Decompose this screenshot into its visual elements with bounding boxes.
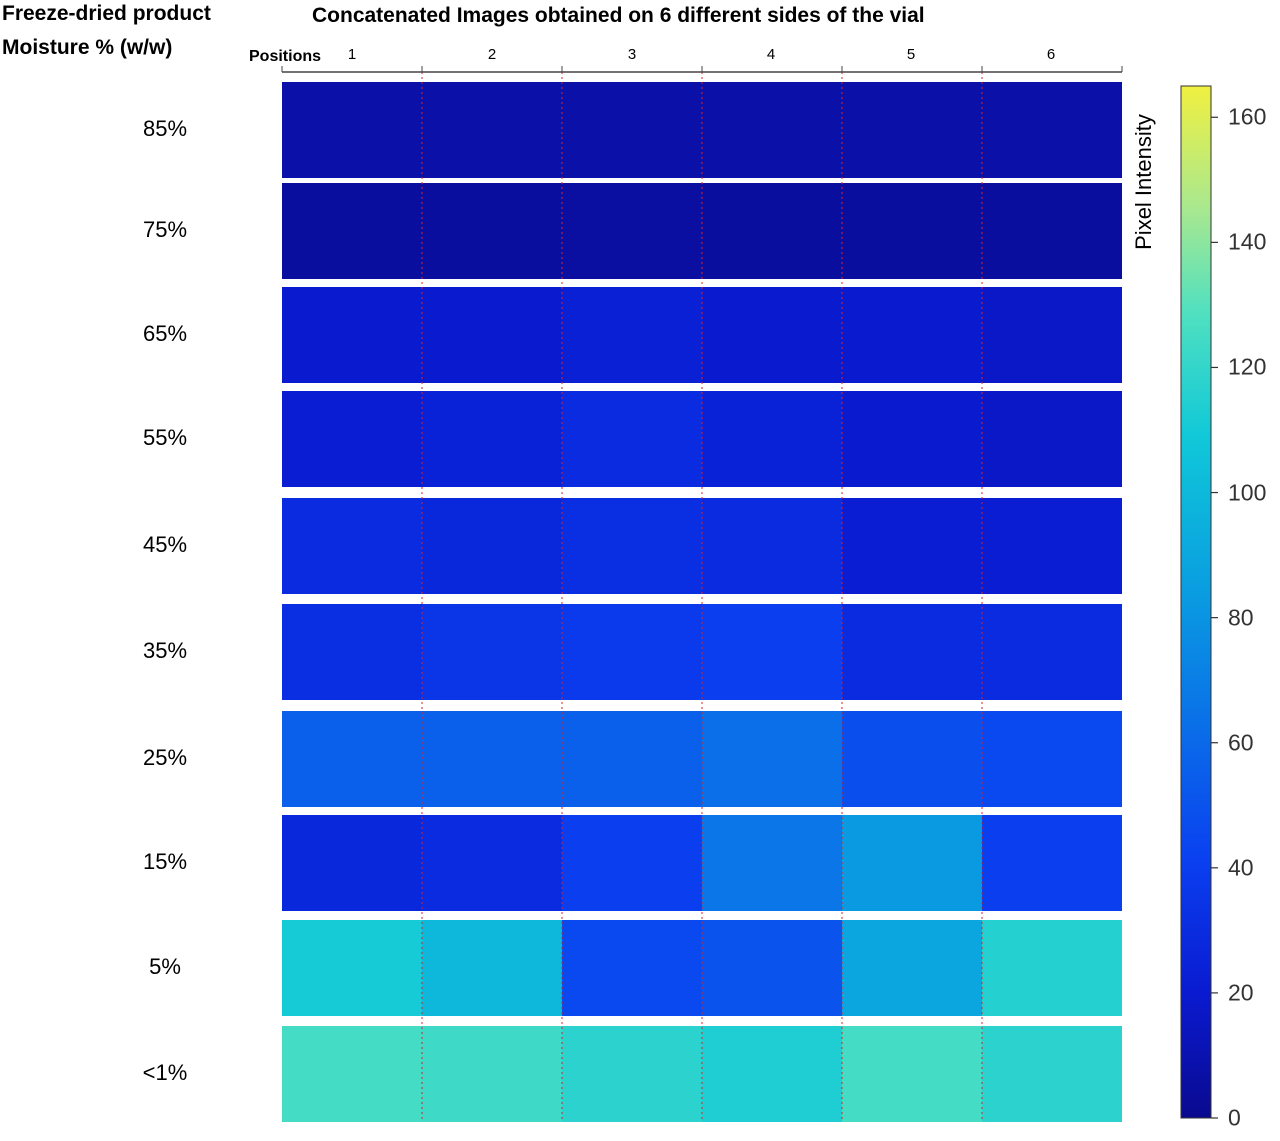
heatmap-cell <box>282 391 422 487</box>
heatmap-cell <box>982 1026 1122 1122</box>
row-tick-label: 25% <box>142 745 188 770</box>
heatmap-cell <box>982 498 1122 594</box>
heatmap-cell <box>982 82 1122 178</box>
colorbar-tick-label: 60 <box>1228 729 1254 756</box>
heatmap-cell <box>562 498 702 594</box>
column-tick-label: 5 <box>906 46 916 63</box>
heatmap-cell <box>422 183 562 279</box>
colorbar-tick-label: 160 <box>1228 103 1267 130</box>
heatmap-cell <box>422 82 562 178</box>
heatmap-cell <box>842 183 982 279</box>
heatmap-cell <box>562 920 702 1016</box>
heatmap-cell <box>842 815 982 911</box>
heatmap-cell <box>282 920 422 1016</box>
heatmap-cell <box>702 391 842 487</box>
heatmap-cell <box>422 604 562 700</box>
heatmap-cell <box>562 183 702 279</box>
heatmap-cell <box>842 711 982 807</box>
column-tick-label: 4 <box>766 46 776 63</box>
heatmap-cell <box>702 815 842 911</box>
heatmap-cell <box>982 604 1122 700</box>
heatmap-cell <box>842 82 982 178</box>
colorbar <box>1180 85 1212 1119</box>
heatmap-cell <box>842 498 982 594</box>
row-tick-label: 35% <box>142 638 188 663</box>
heatmap-cell <box>562 1026 702 1122</box>
heatmap-cell <box>422 1026 562 1122</box>
heatmap-cell <box>282 82 422 178</box>
heatmap-cell <box>842 920 982 1016</box>
heatmap-cell <box>842 604 982 700</box>
heatmap-cell <box>282 815 422 911</box>
heatmap-cell <box>982 711 1122 807</box>
colorbar-tick-label: 80 <box>1228 604 1254 631</box>
row-tick-label: 75% <box>142 217 188 242</box>
colorbar-tick-label: 100 <box>1228 479 1267 506</box>
colorbar-tick-label: 40 <box>1228 854 1254 881</box>
heatmap-cell <box>702 82 842 178</box>
heatmap-cell <box>422 287 562 383</box>
heatmap-cell <box>842 287 982 383</box>
column-tick-label: 3 <box>627 46 637 63</box>
chart-title: Concatenated Images obtained on 6 differ… <box>312 4 925 27</box>
colorbar-tick-label: 120 <box>1228 353 1267 380</box>
heatmap-cell <box>562 711 702 807</box>
row-axis-title-line-2: Moisture % (w/w) <box>2 36 173 59</box>
heatmap-cell <box>422 391 562 487</box>
heatmap-cell <box>422 815 562 911</box>
column-tick-label: 1 <box>347 46 357 63</box>
heatmap-cell <box>562 82 702 178</box>
colorbar-label: Pixel Intensity <box>1131 114 1156 250</box>
row-tick-label: 45% <box>142 532 188 557</box>
row-axis-title-line-1: Freeze-dried product <box>2 2 211 25</box>
heatmap-cell <box>982 815 1122 911</box>
heatmap-cell <box>282 183 422 279</box>
heatmap-cell <box>842 391 982 487</box>
heatmap-cell <box>422 498 562 594</box>
row-tick-label: 85% <box>142 116 188 141</box>
row-tick-label: <1% <box>142 1060 188 1085</box>
colorbar-tick-label: 140 <box>1228 228 1267 255</box>
row-tick-label: 5% <box>149 954 181 979</box>
heatmap-cell <box>702 498 842 594</box>
heatmap-cell <box>842 1026 982 1122</box>
heatmap-cell <box>982 920 1122 1016</box>
row-tick-label: 65% <box>142 321 188 346</box>
heatmap-cell <box>702 711 842 807</box>
heatmap-cell <box>282 498 422 594</box>
heatmap-cell <box>702 920 842 1016</box>
column-tick-label: 2 <box>487 46 497 63</box>
heatmap-cell <box>702 287 842 383</box>
heatmap-cell <box>702 1026 842 1122</box>
heatmap-cell <box>562 604 702 700</box>
heatmap-cell <box>982 391 1122 487</box>
row-tick-label: 55% <box>142 425 188 450</box>
heatmap-cell <box>562 287 702 383</box>
heatmap-cell <box>282 1026 422 1122</box>
heatmap-cell <box>562 391 702 487</box>
heatmap-cell <box>282 604 422 700</box>
heatmap-cell <box>422 711 562 807</box>
heatmap-cell <box>982 183 1122 279</box>
heatmap-cell <box>562 815 702 911</box>
column-axis-title: Positions <box>249 48 322 65</box>
heatmap-cell <box>702 183 842 279</box>
heatmap-cell <box>422 920 562 1016</box>
heatmap-cell <box>282 711 422 807</box>
column-tick-label: 6 <box>1046 46 1056 63</box>
colorbar-tick-label: 20 <box>1228 979 1254 1006</box>
heatmap-cell <box>982 287 1122 383</box>
colorbar-tick-label: 0 <box>1228 1104 1241 1131</box>
row-tick-label: 15% <box>142 849 188 874</box>
heatmap-cell <box>702 604 842 700</box>
heatmap-cell <box>282 287 422 383</box>
